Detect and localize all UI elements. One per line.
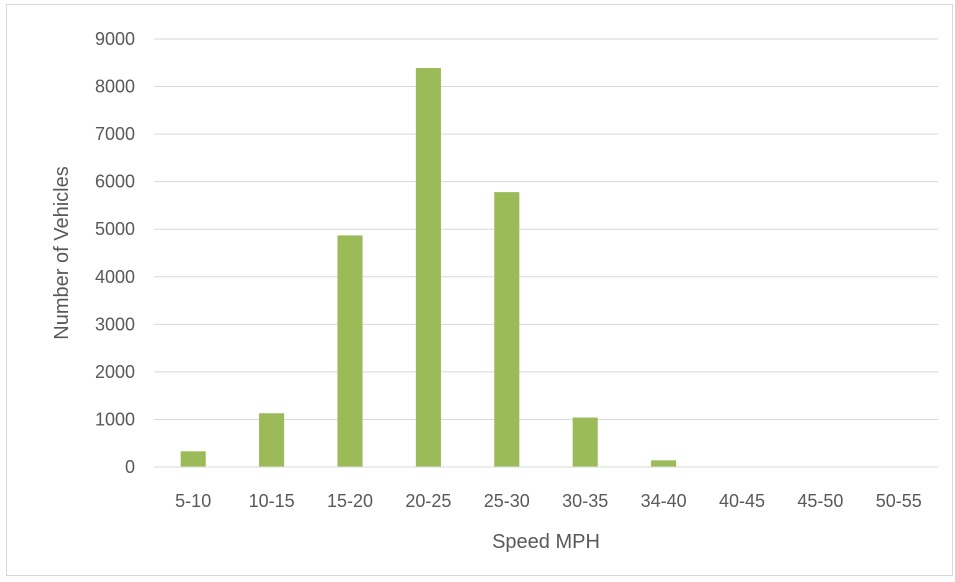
x-axis-title: Speed MPH xyxy=(492,531,600,553)
y-tick-label: 7000 xyxy=(95,124,135,144)
x-tick-label: 25-30 xyxy=(484,491,530,511)
y-axis-tick-labels: 0 1000 2000 3000 4000 5000 6000 7000 8000 9000 xyxy=(95,29,135,477)
x-tick-label: 40-45 xyxy=(719,491,765,511)
bar-chart: 0 1000 2000 3000 4000 5000 6000 7000 8000 9000 5-… xyxy=(51,29,938,553)
x-tick-label: 20-25 xyxy=(405,491,451,511)
y-tick-label: 2000 xyxy=(95,362,135,382)
y-tick-label: 3000 xyxy=(95,314,135,334)
y-axis-title: Number of Vehicles xyxy=(51,166,73,339)
bar xyxy=(572,417,598,467)
chart-area: 0 1000 2000 3000 4000 5000 6000 7000 8000 9000 5-… xyxy=(6,4,953,576)
bar xyxy=(651,460,677,467)
y-tick-label: 9000 xyxy=(95,29,135,49)
x-tick-label: 15-20 xyxy=(327,491,373,511)
x-tick-label: 45-50 xyxy=(797,491,843,511)
bar xyxy=(259,413,285,467)
y-tick-label: 8000 xyxy=(95,77,135,97)
x-tick-label: 34-40 xyxy=(641,491,687,511)
bar-series xyxy=(180,68,677,468)
y-tick-label: 1000 xyxy=(95,409,135,429)
x-tick-label: 5-10 xyxy=(175,491,211,511)
bar xyxy=(180,451,206,467)
y-tick-label: 5000 xyxy=(95,219,135,239)
y-tick-label: 4000 xyxy=(95,267,135,287)
x-tick-label: 10-15 xyxy=(249,491,295,511)
y-tick-label: 0 xyxy=(125,457,135,477)
x-tick-label: 50-55 xyxy=(876,491,922,511)
bar xyxy=(494,192,520,467)
y-tick-label: 6000 xyxy=(95,172,135,192)
bar xyxy=(337,235,363,467)
x-tick-label: 30-35 xyxy=(562,491,608,511)
x-axis-tick-labels: 5-10 10-15 15-20 20-25 25-30 30-35 34-40 40-45 4… xyxy=(175,491,922,511)
bar xyxy=(415,68,441,468)
gridlines xyxy=(154,38,938,420)
